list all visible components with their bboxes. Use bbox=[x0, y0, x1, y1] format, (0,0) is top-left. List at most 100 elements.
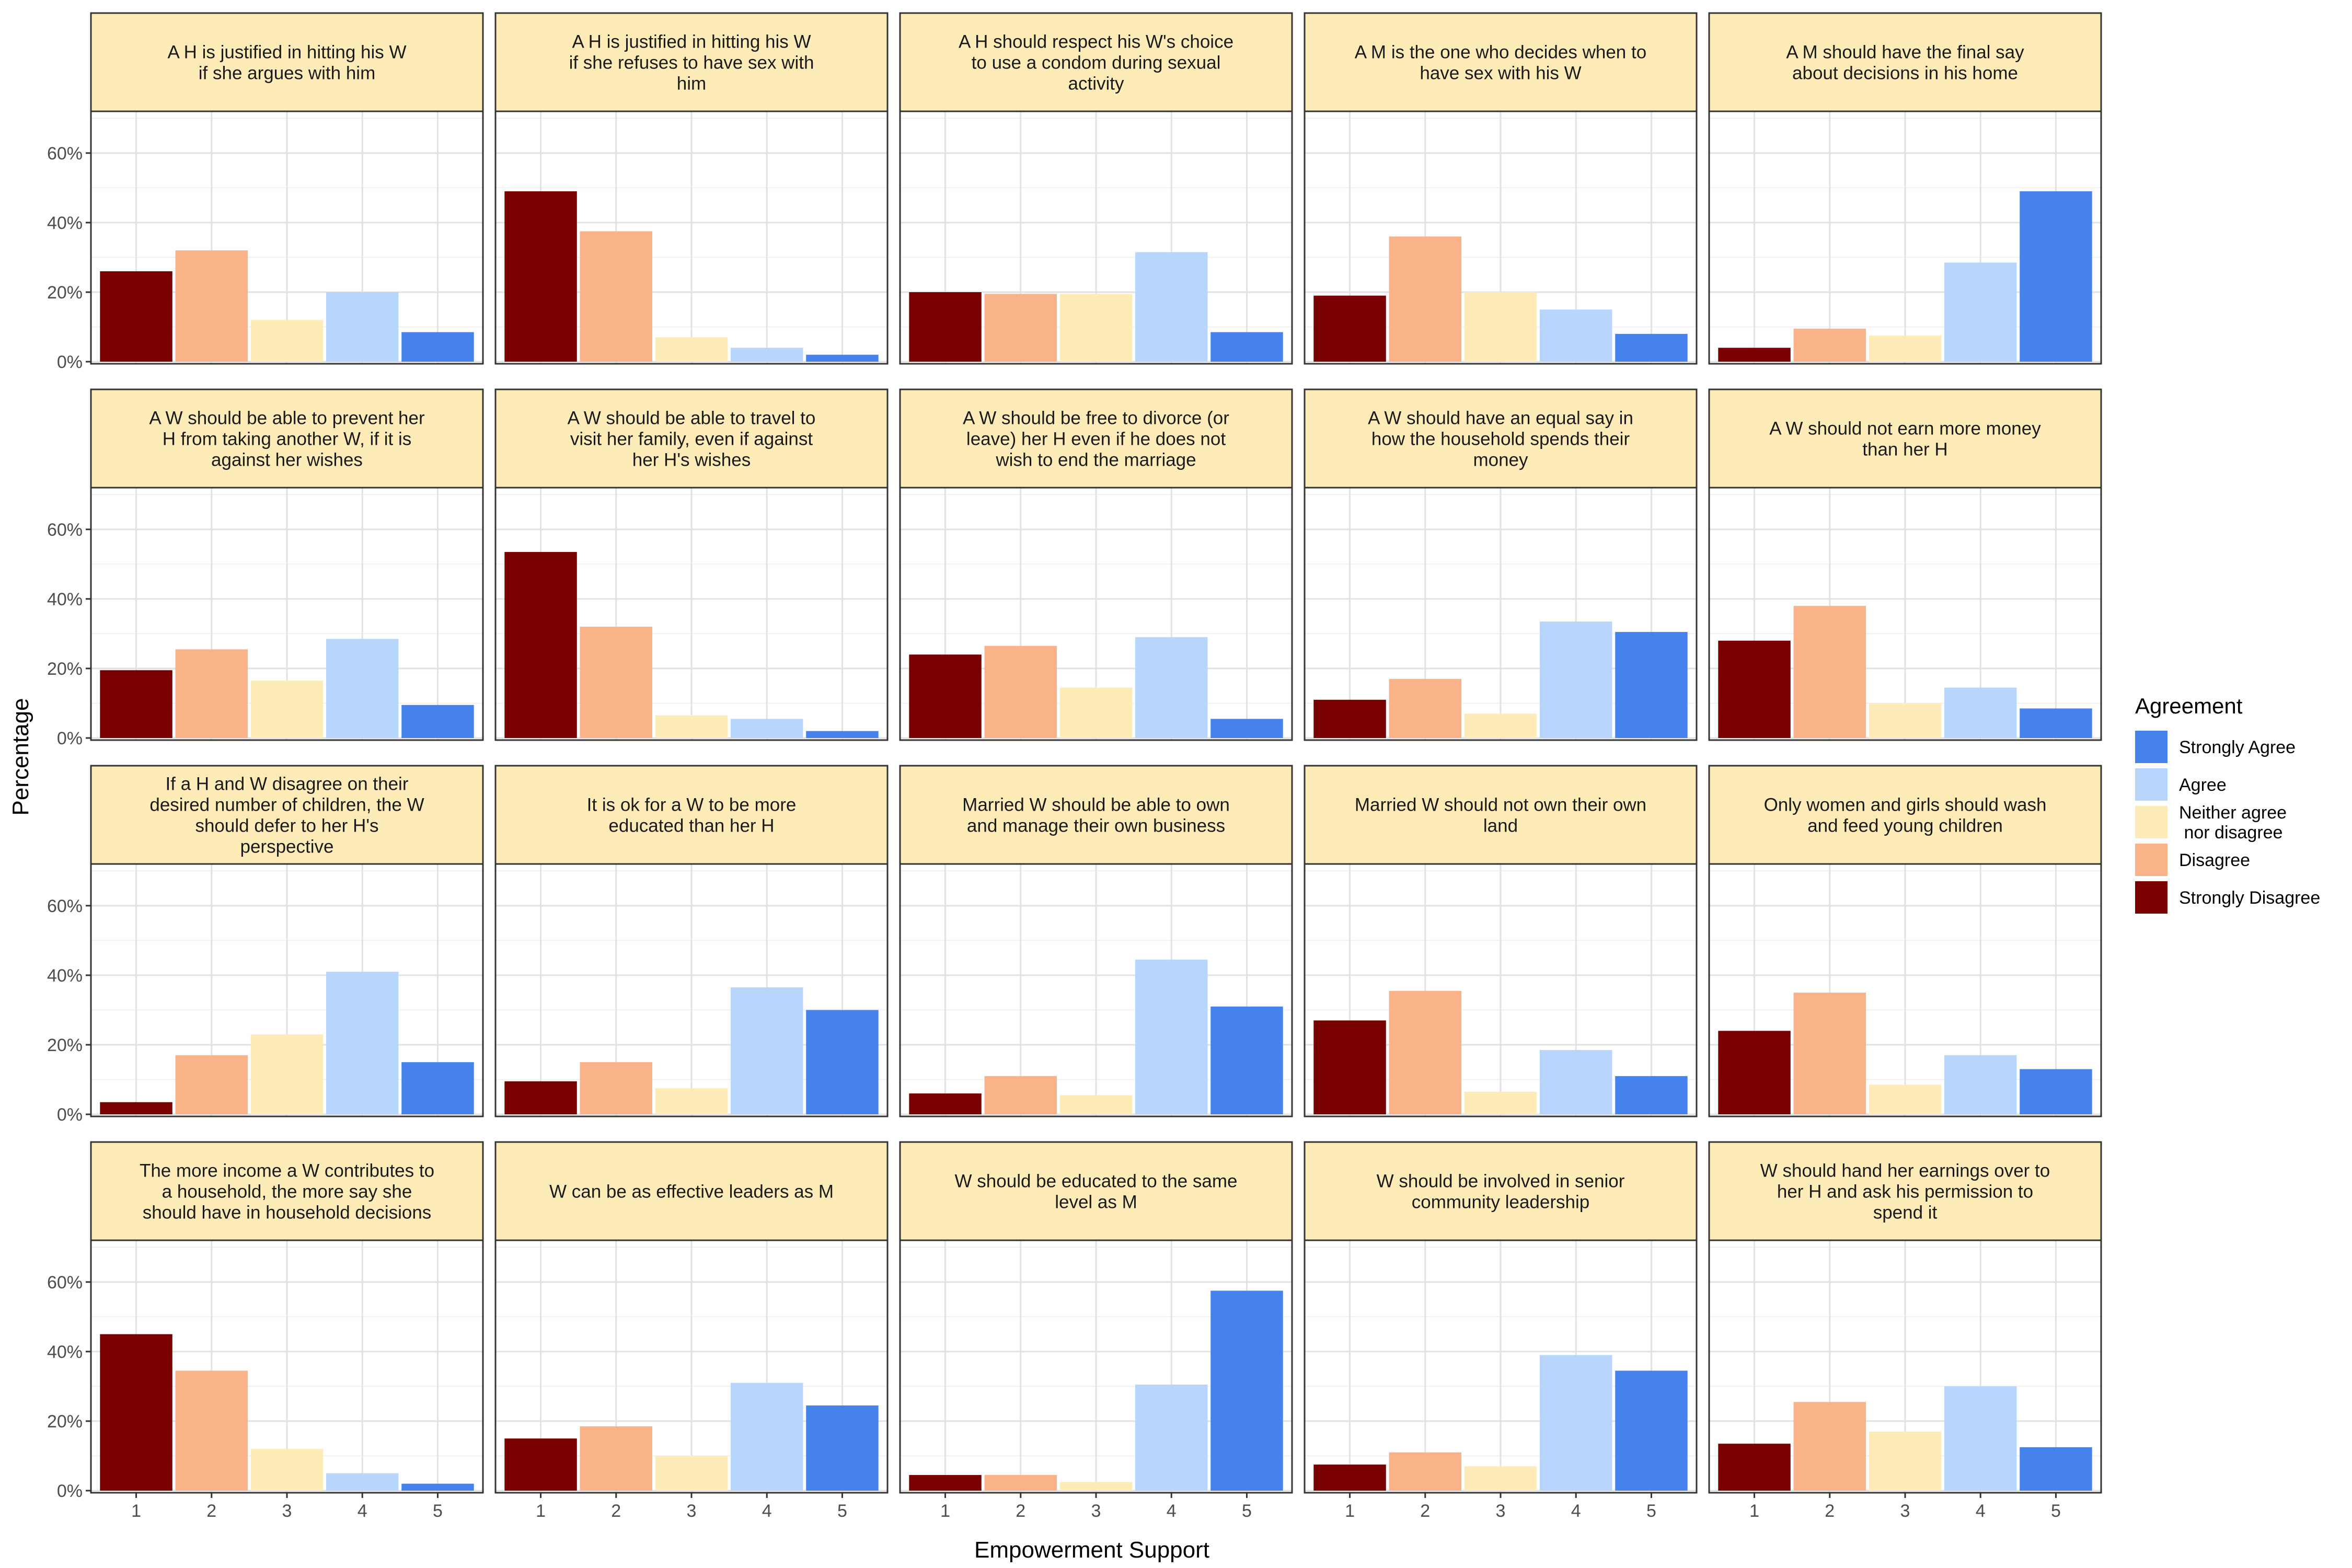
bar bbox=[1615, 632, 1688, 739]
facet-title: Married W should not own their own land bbox=[1355, 794, 1646, 836]
bar bbox=[504, 552, 577, 739]
facet-panel: A W should be able to travel to visit her… bbox=[494, 388, 889, 741]
facet-title: A W should not earn more money than her H bbox=[1769, 418, 2041, 459]
facet-title: A M is the one who decides when to have s… bbox=[1355, 42, 1646, 83]
facet-strip bbox=[899, 388, 1293, 489]
bar bbox=[580, 1062, 652, 1115]
facet-strip bbox=[1304, 765, 1698, 865]
facet-title: A W should be able to travel to visit her… bbox=[568, 408, 816, 470]
legend-title: Agreement bbox=[2135, 694, 2243, 718]
bar bbox=[401, 705, 474, 739]
x-tick-label: 3 bbox=[1091, 1501, 1101, 1521]
y-tick-label: 20% bbox=[47, 283, 83, 303]
legend-key bbox=[2135, 844, 2167, 876]
bar bbox=[1615, 333, 1688, 362]
bar bbox=[1464, 1466, 1537, 1491]
y-tick-label: 0% bbox=[57, 1105, 83, 1125]
legend-key bbox=[2135, 768, 2167, 801]
facet-title: A M should have the final say about decis… bbox=[1786, 42, 2024, 83]
bar bbox=[655, 1088, 728, 1115]
facet-panel: W should hand her earnings over to her H … bbox=[1708, 1141, 2102, 1521]
bar bbox=[1793, 328, 1866, 362]
facet-panel: It is ok for a W to be more educated than… bbox=[494, 765, 889, 1117]
x-tick-label: 4 bbox=[358, 1501, 367, 1521]
facet-panel: A W should have an equal say in how the h… bbox=[1304, 388, 1698, 741]
bar bbox=[504, 1438, 577, 1491]
bar bbox=[326, 639, 399, 739]
bar bbox=[580, 627, 652, 739]
bar bbox=[1869, 336, 1942, 362]
x-tick-label: 1 bbox=[1749, 1501, 1759, 1521]
panel-border bbox=[494, 863, 889, 1117]
y-tick-label: 20% bbox=[47, 1412, 83, 1432]
bar bbox=[909, 1475, 982, 1491]
panel-border bbox=[494, 110, 889, 365]
legend-key bbox=[2135, 881, 2167, 914]
facet-strip bbox=[1708, 1141, 2102, 1241]
x-tick-label: 5 bbox=[837, 1501, 847, 1521]
x-tick-label: 3 bbox=[1496, 1501, 1506, 1521]
legend: Agreement Strongly Agree Agree Neither agr… bbox=[2135, 694, 2320, 914]
bar bbox=[655, 1456, 728, 1491]
bar bbox=[806, 1010, 879, 1115]
x-tick-label: 3 bbox=[1900, 1501, 1910, 1521]
facet-panel: Married W should be able to own and manag… bbox=[899, 765, 1293, 1117]
facet-panel: The more income a W contributes to a hous… bbox=[47, 1141, 484, 1521]
facet-panel: If a H and W disagree on their desired nu… bbox=[47, 765, 484, 1125]
facet-title: Married W should be able to own and manag… bbox=[962, 794, 1230, 836]
legend-label: Strongly Disagree bbox=[2179, 888, 2320, 908]
bar bbox=[100, 1102, 172, 1115]
bar bbox=[100, 271, 172, 362]
bar bbox=[175, 649, 248, 739]
x-tick-label: 4 bbox=[762, 1501, 772, 1521]
facet-panel: A W should not earn more money than her H bbox=[1708, 388, 2102, 741]
facet-panel: A W should be able to prevent her H from … bbox=[47, 388, 484, 748]
facet-title: A W should be free to divorce (or leave) … bbox=[963, 408, 1229, 470]
facet-strip bbox=[494, 765, 889, 865]
y-tick-label: 60% bbox=[47, 520, 83, 540]
facet-strip bbox=[90, 12, 484, 112]
y-tick-label: 60% bbox=[47, 144, 83, 164]
y-tick-label: 60% bbox=[47, 1273, 83, 1293]
facet-strip bbox=[1708, 388, 2102, 489]
facet-title: If a H and W disagree on their desired nu… bbox=[149, 774, 424, 857]
bar bbox=[580, 1426, 652, 1491]
bar bbox=[984, 1475, 1057, 1491]
bar bbox=[580, 231, 652, 362]
bar bbox=[806, 354, 879, 362]
bar bbox=[1540, 309, 1612, 362]
facet-panel: W should be educated to the same level as… bbox=[899, 1141, 1293, 1521]
facet-strip bbox=[1304, 12, 1698, 112]
bar bbox=[1389, 678, 1461, 739]
panel-border bbox=[1304, 863, 1698, 1117]
facet-title: W should be involved in senior community … bbox=[1377, 1171, 1625, 1212]
panel-border bbox=[1304, 110, 1698, 365]
facet-panel: Married W should not own their own land bbox=[1304, 765, 1698, 1117]
bar bbox=[1313, 1020, 1386, 1115]
panel-border bbox=[90, 487, 484, 741]
bar bbox=[1135, 1385, 1208, 1491]
facet-strip bbox=[1708, 765, 2102, 865]
bar bbox=[1718, 348, 1791, 362]
y-tick-label: 20% bbox=[47, 1035, 83, 1055]
bar bbox=[1615, 1076, 1688, 1115]
x-tick-label: 2 bbox=[206, 1501, 216, 1521]
bar bbox=[326, 1473, 399, 1491]
bar bbox=[326, 972, 399, 1115]
bar bbox=[1944, 1055, 2017, 1115]
bar bbox=[1389, 1452, 1461, 1491]
facet-title: Only women and girls should wash and feed… bbox=[1764, 794, 2047, 836]
panel-border bbox=[1708, 487, 2102, 741]
x-tick-label: 5 bbox=[2051, 1501, 2061, 1521]
facet-panel: Only women and girls should wash and feed… bbox=[1708, 765, 2102, 1117]
x-tick-label: 3 bbox=[282, 1501, 292, 1521]
bar bbox=[1718, 640, 1791, 739]
y-tick-label: 40% bbox=[47, 213, 83, 233]
bar bbox=[2020, 191, 2092, 362]
bar bbox=[1389, 236, 1461, 362]
bar bbox=[1210, 332, 1283, 362]
bar bbox=[1869, 1431, 1942, 1491]
